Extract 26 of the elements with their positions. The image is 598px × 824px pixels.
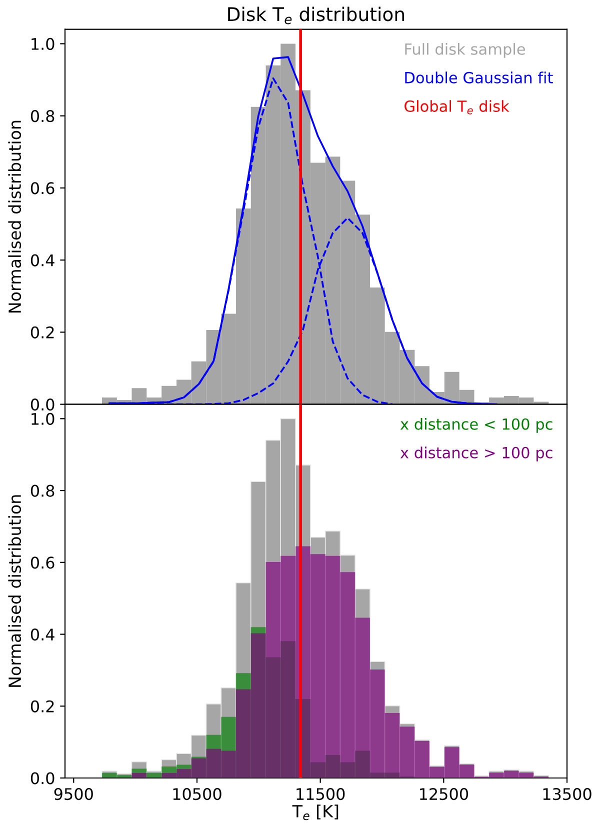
y-tick-label: 0.0 <box>30 398 54 411</box>
x-tick-label: 12500 <box>420 788 468 800</box>
y-tick-label: 0.4 <box>30 254 54 266</box>
x-tick-label: 13500 <box>543 788 592 800</box>
y-axis-title: Normalised distribution <box>8 495 22 687</box>
y-tick-label: 1.0 <box>32 412 54 425</box>
text: x distance < 100 pc <box>400 418 552 433</box>
text: x distance > 100 pc <box>400 446 552 462</box>
y-tick-label: 0.8 <box>30 484 54 497</box>
text: Full disk sample <box>405 43 526 58</box>
y-tick-label: 0.4 <box>30 628 54 641</box>
y-tick-label: 1.0 <box>32 38 54 50</box>
x-tick-label: 10500 <box>173 788 222 800</box>
ref-line-label: Global T$_{e}$ disk <box>404 100 510 114</box>
y-tick-label: 0.8 <box>30 110 54 122</box>
y-tick-label: 0.6 <box>30 182 54 194</box>
chart-title: Disk T$_{e}$ distribution <box>228 6 404 24</box>
y-axis-title: Normalised distribution <box>8 120 22 313</box>
y-tick-label: 0.2 <box>30 326 54 338</box>
x-tick-label: 11500 <box>296 788 345 800</box>
y-tick-label: 0.6 <box>30 556 54 569</box>
x-axis-title: T$_{e}$ [K] <box>292 804 338 820</box>
text: Double Gaussian fit <box>405 72 553 84</box>
x-tick-label: 9500 <box>54 788 93 800</box>
y-tick-label: 0.0 <box>30 772 54 784</box>
y-tick-label: 0.2 <box>30 700 54 712</box>
